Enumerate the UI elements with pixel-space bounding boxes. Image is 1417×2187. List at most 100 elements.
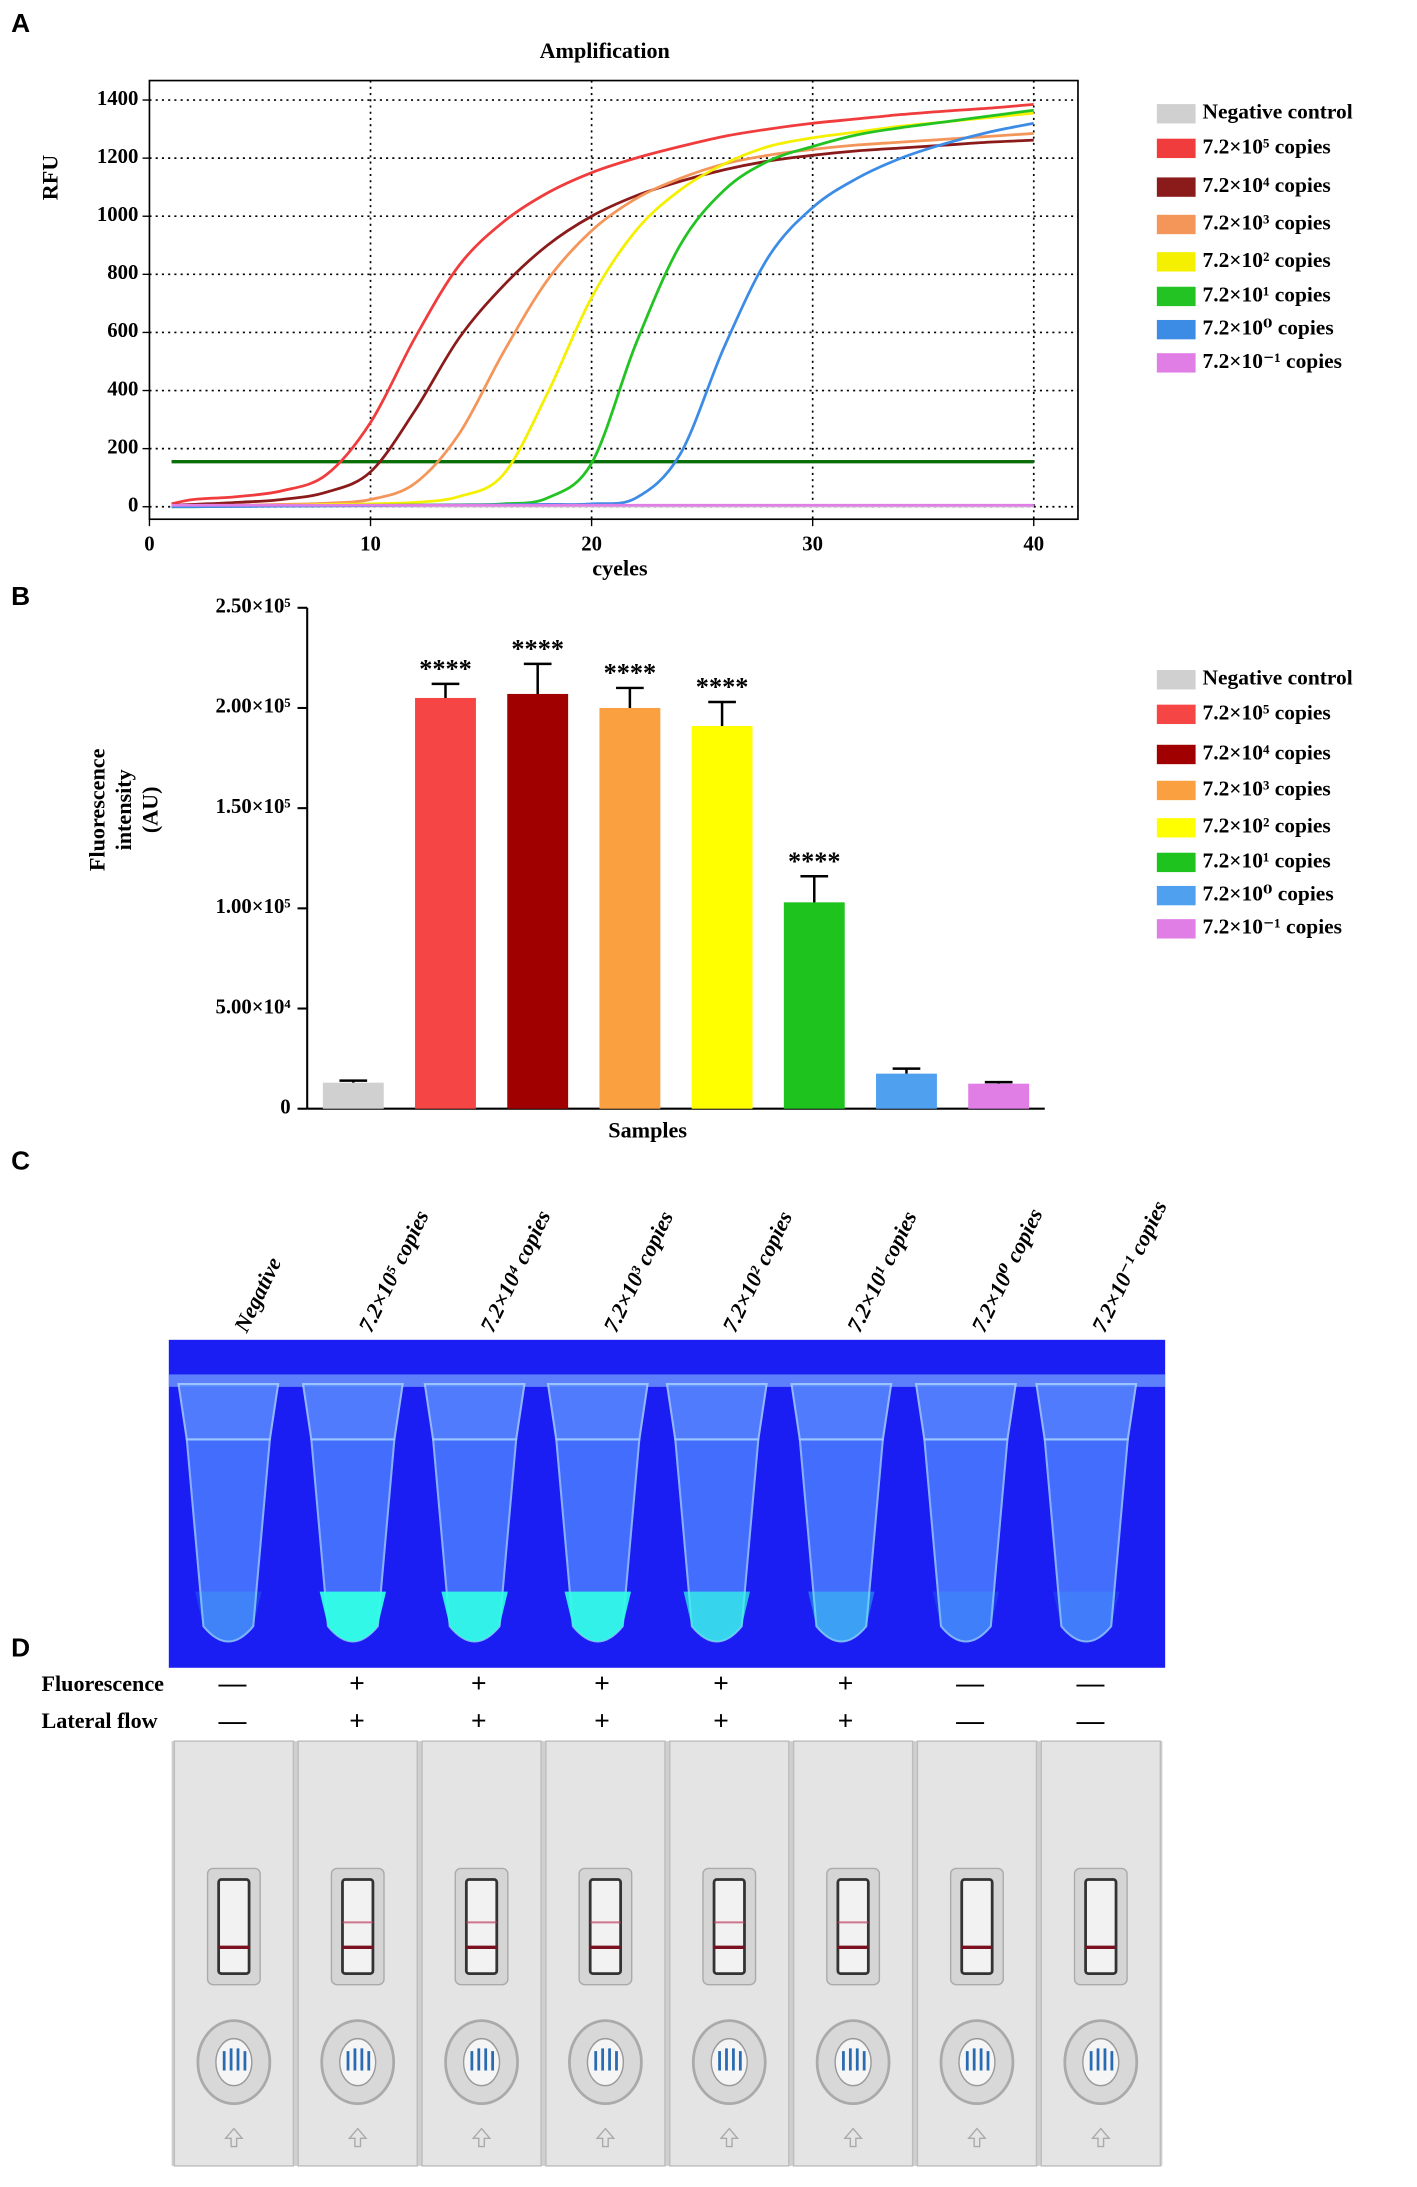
sample-hole: [586, 2037, 625, 2087]
error-bar: [892, 1067, 921, 1074]
error-bar: [708, 700, 736, 727]
tube-label: 7.2×10² copies: [717, 1207, 797, 1336]
sample-pad: [470, 2048, 495, 2071]
legend-label: 7.2×10⁰ copies: [1203, 882, 1334, 906]
legend-swatch: [1156, 353, 1196, 373]
strip-arrow: [224, 2127, 244, 2148]
legend-swatch: [1156, 104, 1196, 124]
legend-swatch: [1156, 319, 1196, 340]
tube-liquid: [564, 1591, 632, 1642]
y-tick-label: 0: [280, 1096, 290, 1118]
tube-label: 7.2×10³ copies: [598, 1207, 678, 1336]
row-cell: +: [471, 1704, 487, 1735]
x-tick-label: 40: [1023, 533, 1044, 555]
tube-body: [185, 1438, 271, 1643]
tube-body: [798, 1438, 884, 1643]
y-tick-label: 1.00×10⁵: [215, 896, 290, 918]
legend-label: 7.2×10² copies: [1203, 814, 1331, 838]
legend-label: 7.2×10⁰ copies: [1203, 316, 1334, 340]
legend-swatch: [1156, 214, 1196, 235]
legend-label: 7.2×10¹ copies: [1203, 848, 1331, 872]
tube-cap: [914, 1383, 1017, 1441]
y-tick-label: 400: [107, 378, 138, 400]
tube-liquid: [195, 1591, 262, 1642]
panel-letter: B: [11, 581, 30, 611]
y-tick-label: 1000: [97, 204, 139, 226]
sample-pad: [1089, 2048, 1114, 2071]
legend-label: 7.2×10⁵ copies: [1203, 134, 1331, 158]
tube-label: 7.2×10⁵ copies: [353, 1206, 433, 1336]
sample-hole: [215, 2037, 253, 2087]
strip-arrow: [967, 2127, 987, 2148]
sample-hole: [834, 2037, 872, 2087]
strip-arrow: [1090, 2127, 1111, 2148]
row-cell: +: [594, 1704, 610, 1735]
legend-label: 7.2×10² copies: [1203, 248, 1331, 272]
strip-window: [588, 1878, 623, 1975]
row-cell: +: [713, 1667, 729, 1698]
tube: [546, 1383, 649, 1643]
strip-window: [1084, 1878, 1118, 1975]
strip-window: [836, 1878, 870, 1975]
bar: [783, 902, 845, 1109]
y-tick-label: 1.50×10⁵: [215, 796, 290, 818]
legend-swatch: [1156, 852, 1196, 873]
sample-hole: [710, 2037, 748, 2087]
sample-hole: [339, 2037, 377, 2087]
sample-pad: [222, 2048, 247, 2071]
legend-swatch: [1156, 138, 1196, 159]
x-axis-label: cyeles: [592, 556, 648, 581]
row-cell: +: [349, 1704, 365, 1735]
y-axis-label: RFU: [38, 155, 63, 200]
legend-label: Negative control: [1203, 100, 1353, 124]
error-bar: [339, 1079, 368, 1083]
strip-arrow: [471, 2127, 492, 2148]
legend-label: 7.2×10⁵ copies: [1203, 700, 1331, 724]
strip-window: [960, 1878, 994, 1975]
strip-arrow: [719, 2127, 740, 2148]
sample-pad: [842, 2048, 866, 2071]
row-label: Fluorescence: [42, 1671, 165, 1696]
y-axis-label: intensity: [111, 769, 136, 850]
sample-hole: [462, 2037, 501, 2087]
x-axis-label: Samples: [608, 1117, 687, 1142]
tube-cap: [665, 1383, 768, 1441]
tube-cap: [301, 1383, 404, 1441]
tube-cap: [546, 1383, 649, 1441]
row-label: Lateral flow: [42, 1708, 158, 1733]
tube-body: [1043, 1438, 1129, 1643]
strip-arrow: [595, 2127, 616, 2148]
x-tick-label: 30: [802, 533, 823, 555]
row-cell: —: [1076, 1704, 1105, 1735]
strip-window: [712, 1878, 746, 1975]
row-cell: +: [838, 1704, 854, 1735]
tube-label: 7.2×10⁻¹ copies: [1087, 1197, 1172, 1336]
tube-label: 7.2×10⁰ copies: [966, 1204, 1047, 1336]
sample-pad: [594, 2048, 618, 2071]
strip: [669, 1740, 790, 2167]
tube-liquid: [1053, 1591, 1120, 1642]
bar: [691, 726, 753, 1109]
y-tick-label: 0: [128, 495, 138, 517]
tube-liquid: [683, 1591, 751, 1642]
row-cell: —: [218, 1704, 247, 1735]
y-tick-label: 800: [107, 262, 138, 284]
significance-label: ****: [419, 655, 472, 684]
legend-label: 7.2×10³ copies: [1203, 776, 1331, 800]
panel-letter: D: [11, 1633, 30, 1663]
tube-body: [923, 1438, 1009, 1643]
tube-cap: [1035, 1383, 1138, 1441]
significance-label: ****: [788, 847, 841, 876]
strip-window: [217, 1878, 251, 1975]
legend-swatch: [1156, 744, 1196, 765]
amplification-curve: [171, 111, 1034, 509]
chart-title: Amplification: [540, 38, 670, 63]
bar: [968, 1083, 1030, 1109]
error-bar: [523, 662, 552, 694]
x-tick-label: 10: [360, 533, 381, 555]
legend-swatch: [1156, 818, 1196, 838]
tube: [914, 1383, 1017, 1643]
legend-swatch: [1156, 885, 1196, 906]
legend-label: 7.2×10⁴ copies: [1203, 740, 1331, 764]
